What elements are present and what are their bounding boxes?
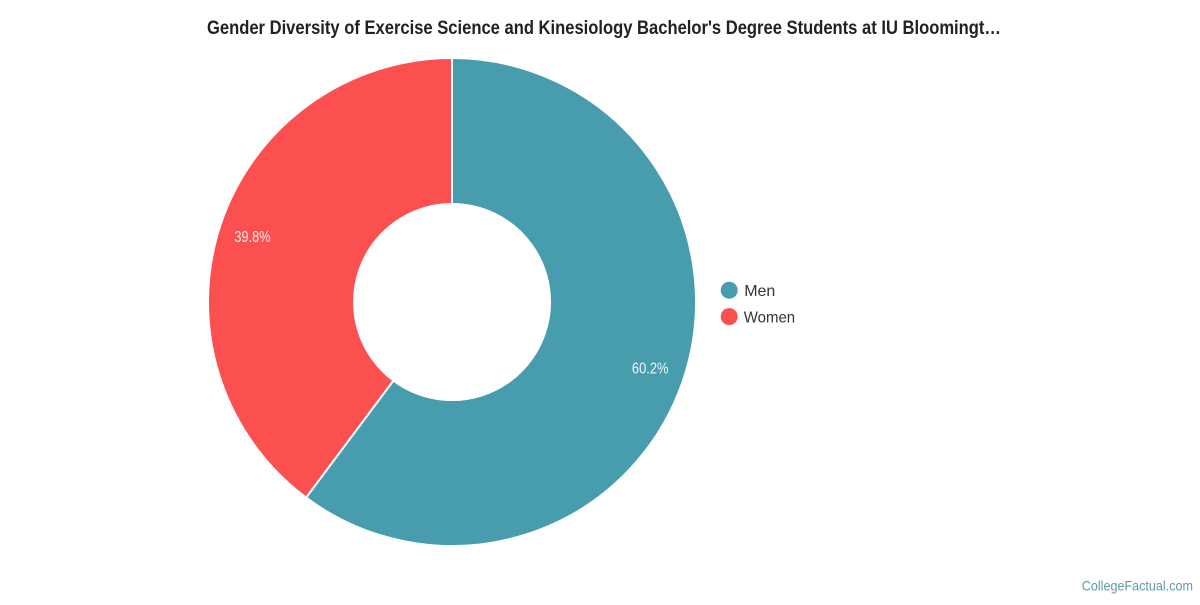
svg-text:Women: Women xyxy=(744,309,795,326)
svg-text:CollegeFactual.com: CollegeFactual.com xyxy=(1082,578,1193,594)
svg-text:Gender Diversity of Exercise S: Gender Diversity of Exercise Science and… xyxy=(207,18,1001,39)
svg-text:Men: Men xyxy=(744,283,775,300)
svg-text:39.8%: 39.8% xyxy=(234,229,270,246)
svg-text:60.2%: 60.2% xyxy=(632,361,669,378)
